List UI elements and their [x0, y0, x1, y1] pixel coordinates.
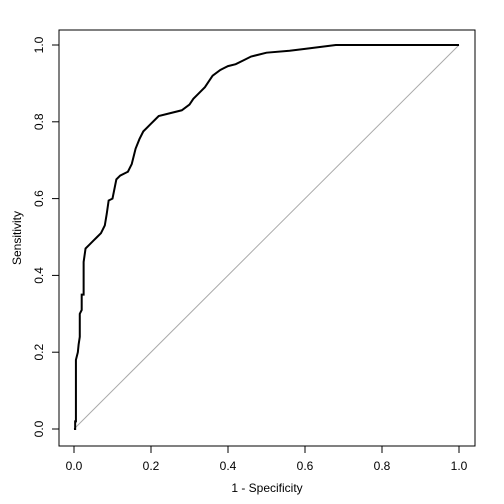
x-tick-label: 0.2	[143, 459, 160, 473]
x-tick-label: 0.6	[297, 459, 314, 473]
y-tick-label: 1.0	[32, 36, 46, 53]
roc-line	[74, 44, 459, 430]
roc-curve	[74, 44, 459, 430]
y-tick-label: 0.2	[32, 344, 46, 361]
y-tick-label: 0.8	[32, 113, 46, 130]
x-tick-label: 0.8	[374, 459, 391, 473]
diagonal-line	[73, 44, 460, 430]
y-axis: 0.0 0.2 0.4 0.6 0.8 1.0	[32, 36, 60, 437]
y-tick-label: 0.6	[32, 190, 46, 207]
x-tick-label: 1.0	[451, 459, 468, 473]
x-axis: 0.0 0.2 0.4 0.6 0.8 1.0	[66, 445, 468, 473]
x-tick-label: 0.4	[220, 459, 237, 473]
y-tick-label: 0.4	[32, 267, 46, 284]
plot-frame	[58, 29, 476, 447]
y-axis-label: Sensitivity	[10, 211, 24, 265]
y-tick-label: 0.0	[32, 420, 46, 437]
reference-diagonal	[73, 44, 460, 430]
x-axis-label: 1 - Specificity	[231, 481, 302, 495]
x-tick-label: 0.0	[66, 459, 83, 473]
